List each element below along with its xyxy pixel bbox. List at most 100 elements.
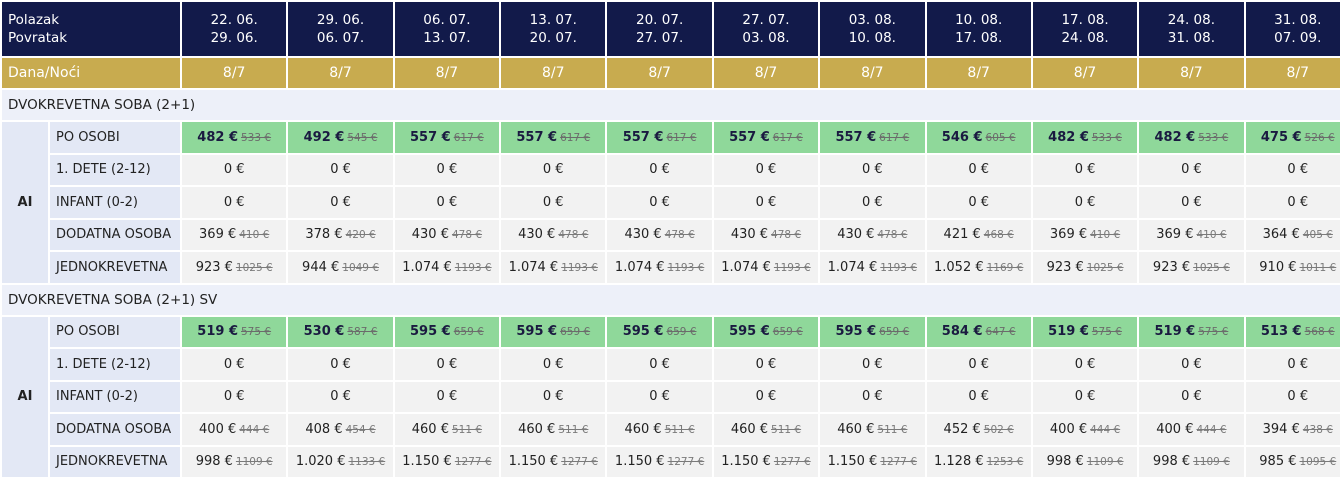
price-cell: 400 €444 € — [1137, 412, 1246, 447]
price-cell: 421 €468 € — [924, 217, 1033, 252]
current-price: 0 € — [542, 194, 564, 210]
old-price: 533 € — [241, 131, 272, 144]
current-price: 1.052 € — [934, 259, 984, 275]
current-price: 923 € — [195, 259, 233, 275]
departure-date: 20. 07. — [636, 12, 684, 28]
departure-date: 31. 08. — [1274, 12, 1322, 28]
nights-value: 8/7 — [1030, 56, 1140, 90]
old-price: 511 € — [771, 423, 802, 436]
current-price: 0 € — [649, 162, 670, 178]
current-price: 0 € — [755, 162, 777, 178]
price-cell: 998 €1109 € — [179, 444, 289, 479]
price-cell: 482 €533 € — [179, 120, 289, 155]
old-price: 478 € — [664, 229, 695, 242]
price-cell: 400 €444 € — [179, 412, 289, 447]
old-price: 1193 € — [880, 261, 918, 274]
price-cell: 460 €511 € — [818, 412, 927, 447]
row-label: INFANT (0-2) — [48, 379, 182, 414]
price-cell: 910 €1011 € — [1243, 250, 1340, 285]
price-cell: 0 € — [392, 185, 502, 220]
term-dates: 03. 08. 10. 08. — [818, 0, 927, 58]
old-price: 1025 € — [1086, 261, 1124, 274]
current-price: 482 € — [1048, 129, 1089, 145]
row-label: INFANT (0-2) — [48, 185, 182, 220]
old-price: 659 € — [560, 326, 591, 339]
current-price: 0 € — [436, 162, 458, 178]
current-price: 460 € — [624, 421, 662, 437]
current-price: 910 € — [1259, 259, 1297, 275]
return-date: 24. 08. — [1061, 30, 1109, 46]
current-price: 519 € — [1048, 324, 1089, 340]
price-cell: 369 €410 € — [179, 217, 289, 252]
current-price: 364 € — [1262, 227, 1300, 243]
departure-date: 06. 07. — [423, 12, 471, 28]
current-price: 1.074 € — [614, 259, 665, 275]
old-price: 617 € — [560, 131, 591, 144]
return-date: 20. 07. — [529, 30, 577, 46]
old-price: 1277 € — [561, 456, 598, 469]
old-price: 1169 € — [986, 261, 1024, 274]
price-cell: 1.074 €1193 € — [818, 250, 927, 285]
current-price: 519 € — [197, 324, 238, 340]
old-price: 478 € — [451, 229, 483, 242]
price-row: AI PO OSOBI 482 €533 €492 €545 €557 €617 €… — [0, 120, 1340, 285]
old-price: 1049 € — [342, 261, 380, 274]
price-cell: 0 € — [605, 347, 714, 382]
current-price: 475 € — [1260, 129, 1302, 145]
row-label: JEDNOKREVETNA — [48, 250, 182, 285]
price-cell: 0 € — [392, 347, 502, 382]
price-cell: 985 €1095 € — [1243, 444, 1340, 479]
price-cell: 519 €575 € — [179, 314, 289, 349]
current-price: 0 € — [542, 389, 564, 405]
price-cell: 0 € — [1243, 379, 1340, 414]
polazak-label: Polazak — [8, 12, 60, 28]
term-dates: 31. 08. 07. 09. — [1243, 0, 1340, 58]
old-price: 659 € — [453, 326, 484, 339]
current-price: 1.074 € — [827, 259, 878, 275]
return-date: 31. 08. — [1167, 30, 1216, 46]
row-label: DODATNA OSOBA — [48, 412, 182, 447]
current-price: 0 € — [861, 389, 883, 405]
price-cell: 0 € — [286, 347, 395, 382]
current-price: 0 € — [755, 389, 777, 405]
current-price: 595 € — [622, 324, 664, 340]
price-cell: 557 €617 € — [818, 120, 927, 155]
departure-date: 03. 08. — [848, 12, 896, 28]
old-price: 575 € — [1198, 326, 1229, 339]
price-cell: 1.150 €1277 € — [711, 444, 821, 479]
term-dates: 29. 06. 06. 07. — [286, 0, 395, 58]
current-price: 0 € — [1181, 389, 1202, 405]
current-price: 595 € — [835, 324, 877, 340]
price-cell: 0 € — [1137, 152, 1246, 187]
current-price: 0 € — [436, 356, 458, 372]
departure-date: 10. 08. — [955, 12, 1003, 28]
current-price: 1.150 € — [827, 454, 878, 470]
price-cell: 0 € — [1030, 347, 1140, 382]
price-cell: 595 €659 € — [711, 314, 821, 349]
price-cell: 0 € — [605, 379, 714, 414]
price-cell: 0 € — [179, 152, 289, 187]
price-cell: 557 €617 € — [499, 120, 608, 155]
price-row: 1. DETE (2-12) 0 € 0 € 0 € 0 € 0 € 0 € 0 € 0 € 0 … — [1, 347, 1340, 382]
old-price: 444 € — [1090, 423, 1121, 436]
current-price: 0 € — [330, 194, 351, 210]
price-table: Polazak Povratak 22. 06. 29. 06. 29. 06. 06… — [0, 0, 1340, 479]
current-price: 1.128 € — [934, 454, 984, 470]
current-price: 0 € — [1074, 194, 1096, 210]
price-row: DODATNA OSOBA 400 €444 €408 €454 €460 €51… — [1, 412, 1340, 447]
old-price: 568 € — [1304, 326, 1335, 339]
price-cell: 0 € — [924, 347, 1033, 382]
old-price: 533 € — [1198, 131, 1229, 144]
return-date: 07. 09. — [1274, 30, 1322, 46]
old-price: 1025 € — [235, 261, 273, 274]
price-cell: 0 € — [499, 347, 608, 382]
price-cell: 557 €617 € — [605, 120, 714, 155]
price-cell: 519 €575 € — [1137, 314, 1246, 349]
return-date: 17. 08. — [955, 30, 1003, 46]
current-price: 0 € — [755, 356, 777, 372]
return-date: 27. 07. — [636, 30, 684, 46]
old-price: 1277 € — [454, 456, 492, 469]
price-cell: 369 €410 € — [1030, 217, 1140, 252]
price-cell: 430 €478 € — [711, 217, 821, 252]
current-price: 0 € — [649, 356, 670, 372]
